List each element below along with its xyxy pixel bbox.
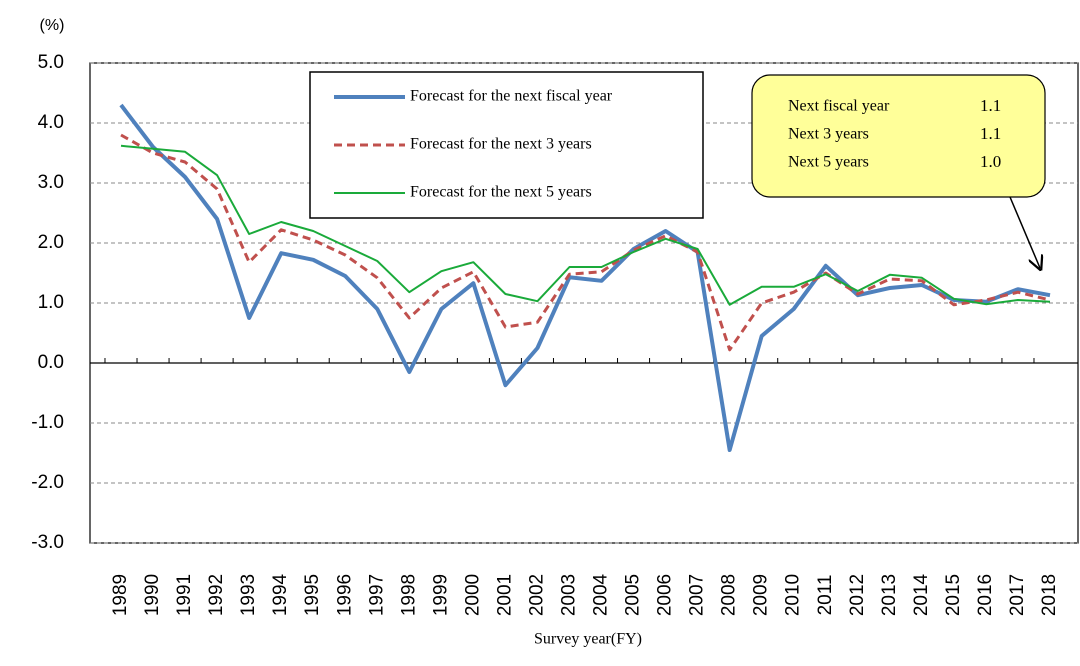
x-tick-label: 2009 [751, 574, 772, 616]
x-tick-label: 1997 [366, 574, 387, 616]
callout-label: Next 5 years [788, 154, 869, 171]
x-tick-label: 2010 [783, 574, 804, 616]
x-tick-label: 2003 [558, 574, 579, 616]
x-tick-label: 2011 [815, 575, 836, 616]
x-tick-label: 2004 [591, 573, 612, 616]
y-tick-label: -1.0 [31, 412, 64, 433]
x-tick-label: 1996 [334, 574, 355, 616]
y-tick-label: 2.0 [38, 232, 64, 253]
series-line [120, 133, 1051, 352]
callout-arrow [1009, 196, 1040, 268]
callout-label: Next 3 years [788, 126, 869, 143]
y-tick-label: 5.0 [38, 52, 64, 73]
x-tick-label: 2002 [526, 574, 547, 616]
callout-value: 1.1 [980, 124, 1001, 143]
x-tick-label: 2018 [1039, 574, 1060, 616]
series-line [120, 144, 1051, 306]
x-tick-label: 2015 [943, 574, 964, 616]
y-tick-label: 3.0 [38, 172, 64, 193]
x-tick-label: 2006 [655, 574, 676, 616]
x-tick-label: 1994 [270, 573, 291, 616]
x-tick-label: 1989 [110, 574, 131, 616]
y-tick-label: 1.0 [38, 292, 64, 313]
legend-label: Forecast for the next 3 years [410, 136, 592, 153]
x-tick-label: 2014 [911, 573, 932, 616]
x-axis-label: Survey year(FY) [534, 631, 642, 648]
callout-value: 1.0 [980, 152, 1001, 171]
x-tick-label: 1990 [142, 574, 163, 616]
x-tick-label: 1999 [430, 574, 451, 616]
x-tick-label: 2012 [847, 574, 868, 616]
legend-label: Forecast for the next fiscal year [410, 88, 613, 105]
x-tick-label: 2000 [462, 574, 483, 616]
x-tick-label: 2007 [687, 574, 708, 616]
x-tick-label: 2005 [623, 574, 644, 616]
y-tick-label: -3.0 [31, 532, 64, 553]
x-tick-label: 1991 [174, 574, 195, 616]
x-tick-label: 1995 [302, 574, 323, 616]
series-line [119, 103, 1051, 452]
x-tick-label: 2008 [719, 574, 740, 616]
callout-label: Next fiscal year [788, 98, 890, 115]
x-tick-label: 2017 [1007, 574, 1028, 616]
y-unit-label: (%) [40, 17, 65, 34]
x-tick-label: 2016 [975, 574, 996, 616]
legend-label: Forecast for the next 5 years [410, 184, 592, 201]
callout-value: 1.1 [980, 96, 1001, 115]
y-tick-label: -2.0 [31, 472, 64, 493]
x-tick-label: 2001 [494, 574, 515, 616]
x-tick-label: 2013 [879, 574, 900, 616]
y-tick-label: 0.0 [38, 352, 64, 373]
x-tick-label: 1993 [238, 574, 259, 616]
x-tick-label: 1992 [206, 574, 227, 616]
y-tick-label: 4.0 [38, 112, 64, 133]
x-tick-label: 1998 [398, 574, 419, 616]
callout-box [751, 74, 1046, 198]
